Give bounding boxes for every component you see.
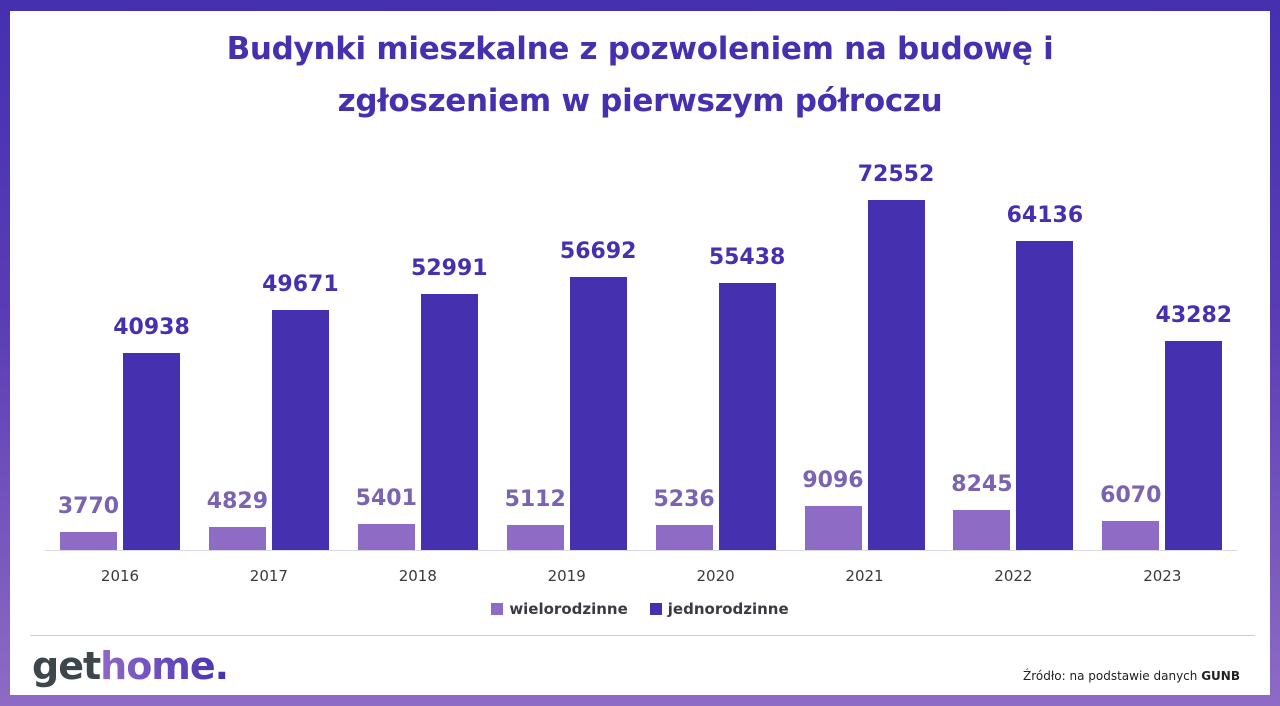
bar-multi-family-2021	[804, 506, 862, 550]
x-tick-label-2017: 2017	[249, 567, 288, 585]
value-label-single-family-2021: 72552	[857, 162, 935, 187]
source-note: Źródło: na podstawie danych GUNB	[1023, 669, 1240, 683]
value-label-multi-family-2022: 8245	[951, 472, 1013, 497]
bar-single-family-2016	[123, 353, 180, 550]
legend-swatch-multi-family	[491, 603, 504, 615]
value-label-multi-family-2023: 6070	[1100, 483, 1162, 508]
legend-swatch-single-family	[649, 603, 662, 615]
bar-multi-family-2019	[506, 525, 564, 550]
value-label-single-family-2017: 49671	[262, 272, 339, 297]
value-label-multi-family-2018: 5401	[355, 486, 417, 511]
footer-separator	[30, 635, 1255, 636]
legend-label-single-family: jednorodzinne	[667, 600, 789, 618]
value-label-single-family-2018: 52991	[411, 256, 488, 281]
x-tick-label-2023: 2023	[1143, 567, 1182, 585]
bar-multi-family-2017	[208, 527, 266, 550]
bar-multi-family-2023	[1102, 521, 1160, 550]
bar-single-family-2017	[271, 310, 329, 550]
bar-single-family-2018	[420, 294, 478, 550]
source-name: GUNB	[1201, 669, 1240, 683]
title-line-1: Budynki mieszkalne z pozwoleniem na budo…	[226, 31, 1054, 67]
x-axis-baseline	[45, 550, 1237, 551]
bar-multi-family-2016	[60, 532, 117, 550]
chart-title: Budynki mieszkalne z pozwoleniem na budo…	[10, 23, 1270, 127]
logo-home: home.	[100, 644, 229, 688]
bar-single-family-2019	[569, 277, 627, 550]
bar-single-family-2022	[1016, 241, 1074, 550]
value-label-single-family-2022: 64136	[1006, 203, 1084, 228]
legend: wielorodzinne jednorodzinne	[10, 600, 1270, 618]
chart-panel: Budynki mieszkalne z pozwoleniem na budo…	[10, 11, 1270, 695]
x-tick-label-2021: 2021	[845, 567, 884, 585]
value-label-multi-family-2021: 9096	[802, 468, 864, 493]
bar-multi-family-2018	[357, 524, 415, 550]
bar-single-family-2023	[1165, 341, 1223, 550]
x-tick-label-2018: 2018	[398, 567, 437, 585]
bar-single-family-2020	[718, 283, 776, 550]
value-label-multi-family-2017: 4829	[206, 489, 268, 514]
x-tick-label-2016: 2016	[100, 567, 140, 585]
bar-single-family-2021	[867, 200, 925, 550]
bar-multi-family-2022	[953, 510, 1011, 550]
legend-label-multi-family: wielorodzinne	[509, 600, 628, 618]
value-label-single-family-2019: 56692	[559, 239, 637, 264]
bar-multi-family-2020	[655, 525, 713, 550]
value-label-multi-family-2019: 5112	[504, 487, 566, 512]
x-tick-label-2022: 2022	[994, 567, 1033, 585]
logo-get: get	[32, 644, 101, 688]
gethome-logo: gethome.	[32, 644, 229, 688]
legend-item-single-family: jednorodzinne	[649, 600, 789, 618]
bar-chart: 3770 40938 2016 4829 49671 2017 5401 52991 2018 5…	[10, 11, 1270, 611]
x-tick-label-2019: 2019	[547, 567, 586, 585]
legend-item-multi-family: wielorodzinne	[491, 600, 628, 618]
value-label-single-family-2016: 40938	[113, 315, 190, 340]
value-label-single-family-2020: 55438	[708, 245, 786, 270]
title-line-2: zgłoszeniem w pierwszym półroczu	[337, 83, 943, 119]
x-tick-label-2020: 2020	[696, 567, 735, 585]
value-label-multi-family-2020: 5236	[653, 487, 715, 512]
source-prefix: Źródło: na podstawie danych	[1023, 669, 1202, 683]
value-label-multi-family-2016: 3770	[57, 494, 120, 519]
value-label-single-family-2023: 43282	[1155, 303, 1233, 328]
